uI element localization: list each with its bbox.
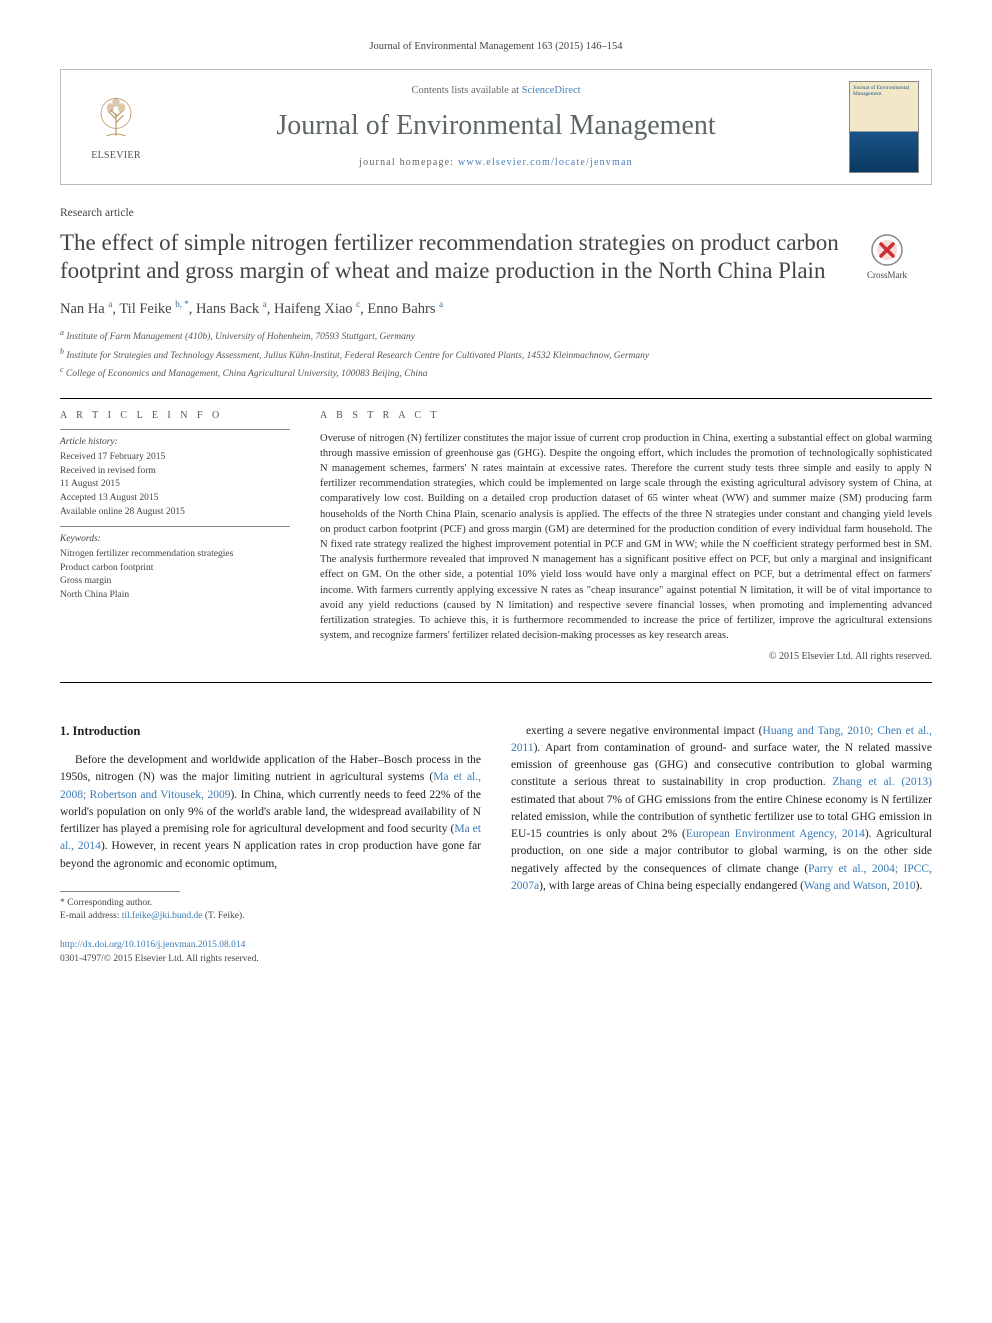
citation-link[interactable]: European Environment Agency, 2014 xyxy=(686,828,865,840)
article-title: The effect of simple nitrogen fertilizer… xyxy=(60,229,932,287)
intro-paragraph-left: Before the development and worldwide app… xyxy=(60,752,481,873)
journal-cover-thumbnail: Journal of Environmental Management xyxy=(849,81,919,173)
affiliation-line: c College of Economics and Management, C… xyxy=(60,364,932,381)
citation-link[interactable]: Huang and Tang, 2010; Chen et al., 2011 xyxy=(511,725,932,754)
keyword-line: North China Plain xyxy=(60,589,290,603)
contents-list-line: Contents lists available at ScienceDirec… xyxy=(171,84,821,99)
article-type: Research article xyxy=(60,205,932,221)
citation-link[interactable]: Ma et al., 2014 xyxy=(60,823,481,852)
abstract-copyright: © 2015 Elsevier Ltd. All rights reserved… xyxy=(320,650,932,664)
elsevier-tree-icon xyxy=(88,91,144,147)
keyword-line: Product carbon footprint xyxy=(60,562,290,576)
corresponding-email-link[interactable]: til.feike@jki.bund.de xyxy=(122,911,203,921)
crossmark-label: CrossMark xyxy=(867,270,907,280)
affiliations: a Institute of Farm Management (410b), U… xyxy=(60,327,932,381)
email-label: E-mail address: xyxy=(60,911,122,921)
footnote-rule xyxy=(60,891,180,892)
body-right-column: exerting a severe negative environmental… xyxy=(511,723,932,966)
page-footer: http://dx.doi.org/10.1016/j.jenvman.2015… xyxy=(60,939,481,966)
journal-title: Journal of Environmental Management xyxy=(171,106,821,145)
sciencedirect-link[interactable]: ScienceDirect xyxy=(522,85,581,96)
citation-link[interactable]: Ma et al., 2008; Robertson and Vitousek,… xyxy=(60,771,481,800)
history-line: Received in revised form xyxy=(60,465,290,479)
issn-copyright: 0301-4797/© 2015 Elsevier Ltd. All right… xyxy=(60,954,259,964)
corresponding-footnote: * Corresponding author. E-mail address: … xyxy=(60,897,481,924)
section-rule xyxy=(60,682,932,683)
citation-link[interactable]: Wang and Watson, 2010 xyxy=(804,880,916,892)
article-history-label: Article history: xyxy=(60,436,290,449)
abstract-column: A B S T R A C T Overuse of nitrogen (N) … xyxy=(320,409,932,664)
affiliation-line: a Institute of Farm Management (410b), U… xyxy=(60,327,932,344)
journal-reference: Journal of Environmental Management 163 … xyxy=(60,40,932,55)
history-line: Accepted 13 August 2015 xyxy=(60,492,290,506)
article-info-heading: A R T I C L E I N F O xyxy=(60,409,290,423)
abstract-text: Overuse of nitrogen (N) fertilizer const… xyxy=(320,431,932,644)
corresponding-label: * Corresponding author. xyxy=(60,897,481,910)
keywords-label: Keywords: xyxy=(60,533,290,546)
contents-prefix: Contents lists available at xyxy=(411,85,521,96)
email-suffix: (T. Feike). xyxy=(203,911,245,921)
doi-link[interactable]: http://dx.doi.org/10.1016/j.jenvman.2015… xyxy=(60,940,245,950)
publisher-logo: ELSEVIER xyxy=(73,91,159,163)
crossmark-badge[interactable]: CrossMark xyxy=(842,233,932,282)
crossmark-icon xyxy=(870,233,904,267)
section-heading-intro: 1. Introduction xyxy=(60,723,481,741)
intro-paragraph-right: exerting a severe negative environmental… xyxy=(511,723,932,896)
keyword-line: Nitrogen fertilizer recommendation strat… xyxy=(60,548,290,562)
article-info-column: A R T I C L E I N F O Article history: R… xyxy=(60,409,290,664)
journal-homepage-line: journal homepage: www.elsevier.com/locat… xyxy=(171,156,821,170)
homepage-prefix: journal homepage: xyxy=(359,157,458,168)
publisher-name: ELSEVIER xyxy=(73,149,159,163)
history-line: 11 August 2015 xyxy=(60,478,290,492)
history-line: Received 17 February 2015 xyxy=(60,451,290,465)
keyword-line: Gross margin xyxy=(60,575,290,589)
history-line: Available online 28 August 2015 xyxy=(60,506,290,520)
abstract-heading: A B S T R A C T xyxy=(320,409,932,423)
cover-thumb-title: Journal of Environmental Management xyxy=(850,82,918,100)
journal-header-box: ELSEVIER Contents lists available at Sci… xyxy=(60,69,932,185)
section-rule xyxy=(60,398,932,399)
affiliation-line: b Institute for Strategies and Technolog… xyxy=(60,346,932,363)
journal-homepage-link[interactable]: www.elsevier.com/locate/jenvman xyxy=(458,157,633,168)
body-left-column: 1. Introduction Before the development a… xyxy=(60,723,481,966)
authors-line: Nan Ha a, Til Feike b, *, Hans Back a, H… xyxy=(60,298,932,319)
citation-link[interactable]: Zhang et al. (2013) xyxy=(832,776,932,788)
